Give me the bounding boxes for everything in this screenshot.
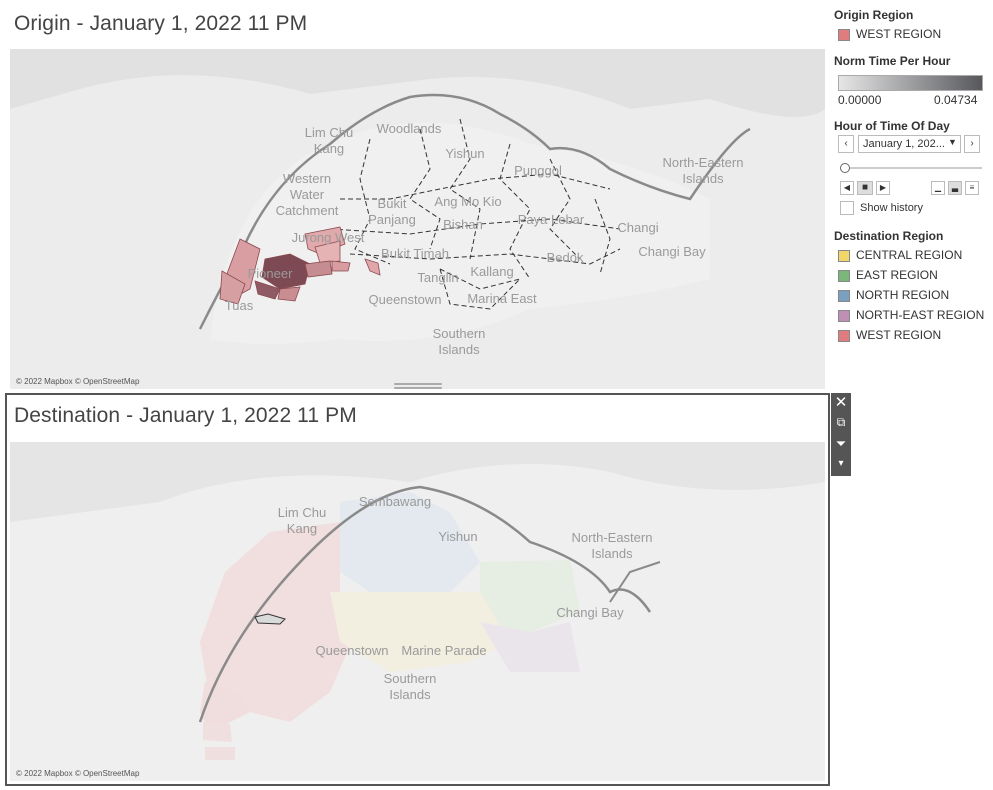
hour-slider-track[interactable] xyxy=(842,167,982,169)
zone-toolbar: ✕ ⧉ ⏷ ▾ xyxy=(831,393,851,476)
map-place-label: Paya Lebar xyxy=(517,212,585,227)
map-place-label: North-Eastern Islands xyxy=(662,155,744,186)
norm-time-header: Norm Time Per Hour xyxy=(834,54,951,68)
legend-swatch xyxy=(838,250,850,262)
hour-select[interactable]: January 1, 202... xyxy=(858,135,961,153)
color-gradient-legend xyxy=(838,75,983,91)
next-page-button[interactable]: › xyxy=(964,135,980,153)
gradient-max: 0.04734 xyxy=(934,93,978,107)
more-icon[interactable]: ▾ xyxy=(838,458,844,469)
legend-swatch xyxy=(838,290,850,302)
popout-icon[interactable]: ⧉ xyxy=(836,415,846,429)
map-place-label: Punggol xyxy=(514,163,562,178)
map-attribution[interactable]: © 2022 Mapbox © OpenStreetMap xyxy=(16,769,140,778)
map-place-label: Lim Chu Kang xyxy=(277,505,327,536)
map-place-label: Changi Bay xyxy=(556,605,624,620)
show-history-label: Show history xyxy=(860,202,923,214)
map-place-label: Bishan xyxy=(443,217,483,232)
origin-map[interactable]: © 2022 Mapbox © OpenStreetMap xyxy=(10,49,825,389)
map-place-label: North-Eastern Islands xyxy=(571,530,653,561)
destination-zone[interactable] xyxy=(5,393,830,786)
map-place-label: Queenstown xyxy=(368,292,442,307)
map-place-label: Jurong West xyxy=(291,230,365,245)
legend-label: CENTRAL REGION xyxy=(856,248,963,262)
map-place-label: Lim Chu Kang xyxy=(304,125,354,156)
speed-medium-button[interactable]: ▃ xyxy=(948,181,962,195)
show-history-checkbox[interactable] xyxy=(840,201,854,215)
map-place-label: Woodlands xyxy=(376,121,442,136)
map-place-label: Ang Mo Kio xyxy=(434,194,502,209)
hour-filter-header: Hour of Time Of Day xyxy=(834,119,950,133)
map-place-label: Marine Parade xyxy=(401,643,487,658)
legend-label: NORTH-EAST REGION xyxy=(856,308,985,322)
filter-icon[interactable]: ⏷ xyxy=(835,436,847,451)
origin-region-header: Origin Region xyxy=(834,8,914,22)
map-place-label: Pioneer xyxy=(247,266,293,281)
map-place-label: Southern Islands xyxy=(383,671,437,702)
speed-fast-button[interactable]: ≡ xyxy=(965,181,979,195)
map-place-label: Bukit Timah xyxy=(381,246,449,261)
play-back-button[interactable]: ◀ xyxy=(840,181,854,195)
hour-slider-thumb[interactable] xyxy=(840,163,850,173)
legend-swatch xyxy=(838,270,850,282)
map-place-label: Yishun xyxy=(445,146,485,161)
map-place-label: Bedok xyxy=(546,250,584,265)
destination-map-canvas xyxy=(10,442,825,781)
legend-label: WEST REGION xyxy=(856,27,942,41)
stop-button[interactable]: ■ xyxy=(857,181,873,195)
map-attribution[interactable]: © 2022 Mapbox © OpenStreetMap xyxy=(16,377,140,386)
map-place-label: Changi Bay xyxy=(638,244,706,259)
origin-panel-title: Origin - January 1, 2022 11 PM xyxy=(14,12,308,35)
map-place-label: Queenstown xyxy=(315,643,389,658)
legend-label: NORTH REGION xyxy=(856,288,950,302)
gradient-min: 0.00000 xyxy=(838,93,882,107)
map-place-label: Bukit Panjang xyxy=(368,196,416,227)
map-place-label: Tanglin xyxy=(417,270,459,285)
map-place-label: Southern Islands xyxy=(432,326,486,357)
map-place-label: Sembawang xyxy=(358,494,432,509)
legend-label: EAST REGION xyxy=(856,268,938,282)
legend-swatch xyxy=(838,29,850,41)
map-place-label: Kallang xyxy=(470,264,514,279)
speed-slow-button[interactable]: ▁ xyxy=(931,181,945,195)
close-icon[interactable]: ✕ xyxy=(834,394,848,411)
chevron-down-icon[interactable]: ▼ xyxy=(948,137,957,147)
play-forward-button[interactable]: ▶ xyxy=(876,181,890,195)
map-place-label: Marina East xyxy=(467,291,537,306)
map-place-label: Western Water Catchment xyxy=(275,171,339,218)
legend-swatch xyxy=(838,330,850,342)
legend-swatch xyxy=(838,310,850,322)
destination-panel-title: Destination - January 1, 2022 11 PM xyxy=(14,404,357,427)
hour-select-value: January 1, 202... xyxy=(863,138,945,150)
destination-region-header: Destination Region xyxy=(834,229,944,243)
map-place-label: Tuas xyxy=(224,298,254,313)
map-place-label: Yishun xyxy=(438,529,478,544)
panel-splitter-handle[interactable] xyxy=(394,381,442,391)
map-place-label: Changi xyxy=(617,220,659,235)
legend-label: WEST REGION xyxy=(856,328,942,342)
origin-map-canvas xyxy=(10,49,825,389)
destination-map[interactable]: © 2022 Mapbox © OpenStreetMap xyxy=(10,442,825,781)
prev-page-button[interactable]: ‹ xyxy=(838,135,854,153)
